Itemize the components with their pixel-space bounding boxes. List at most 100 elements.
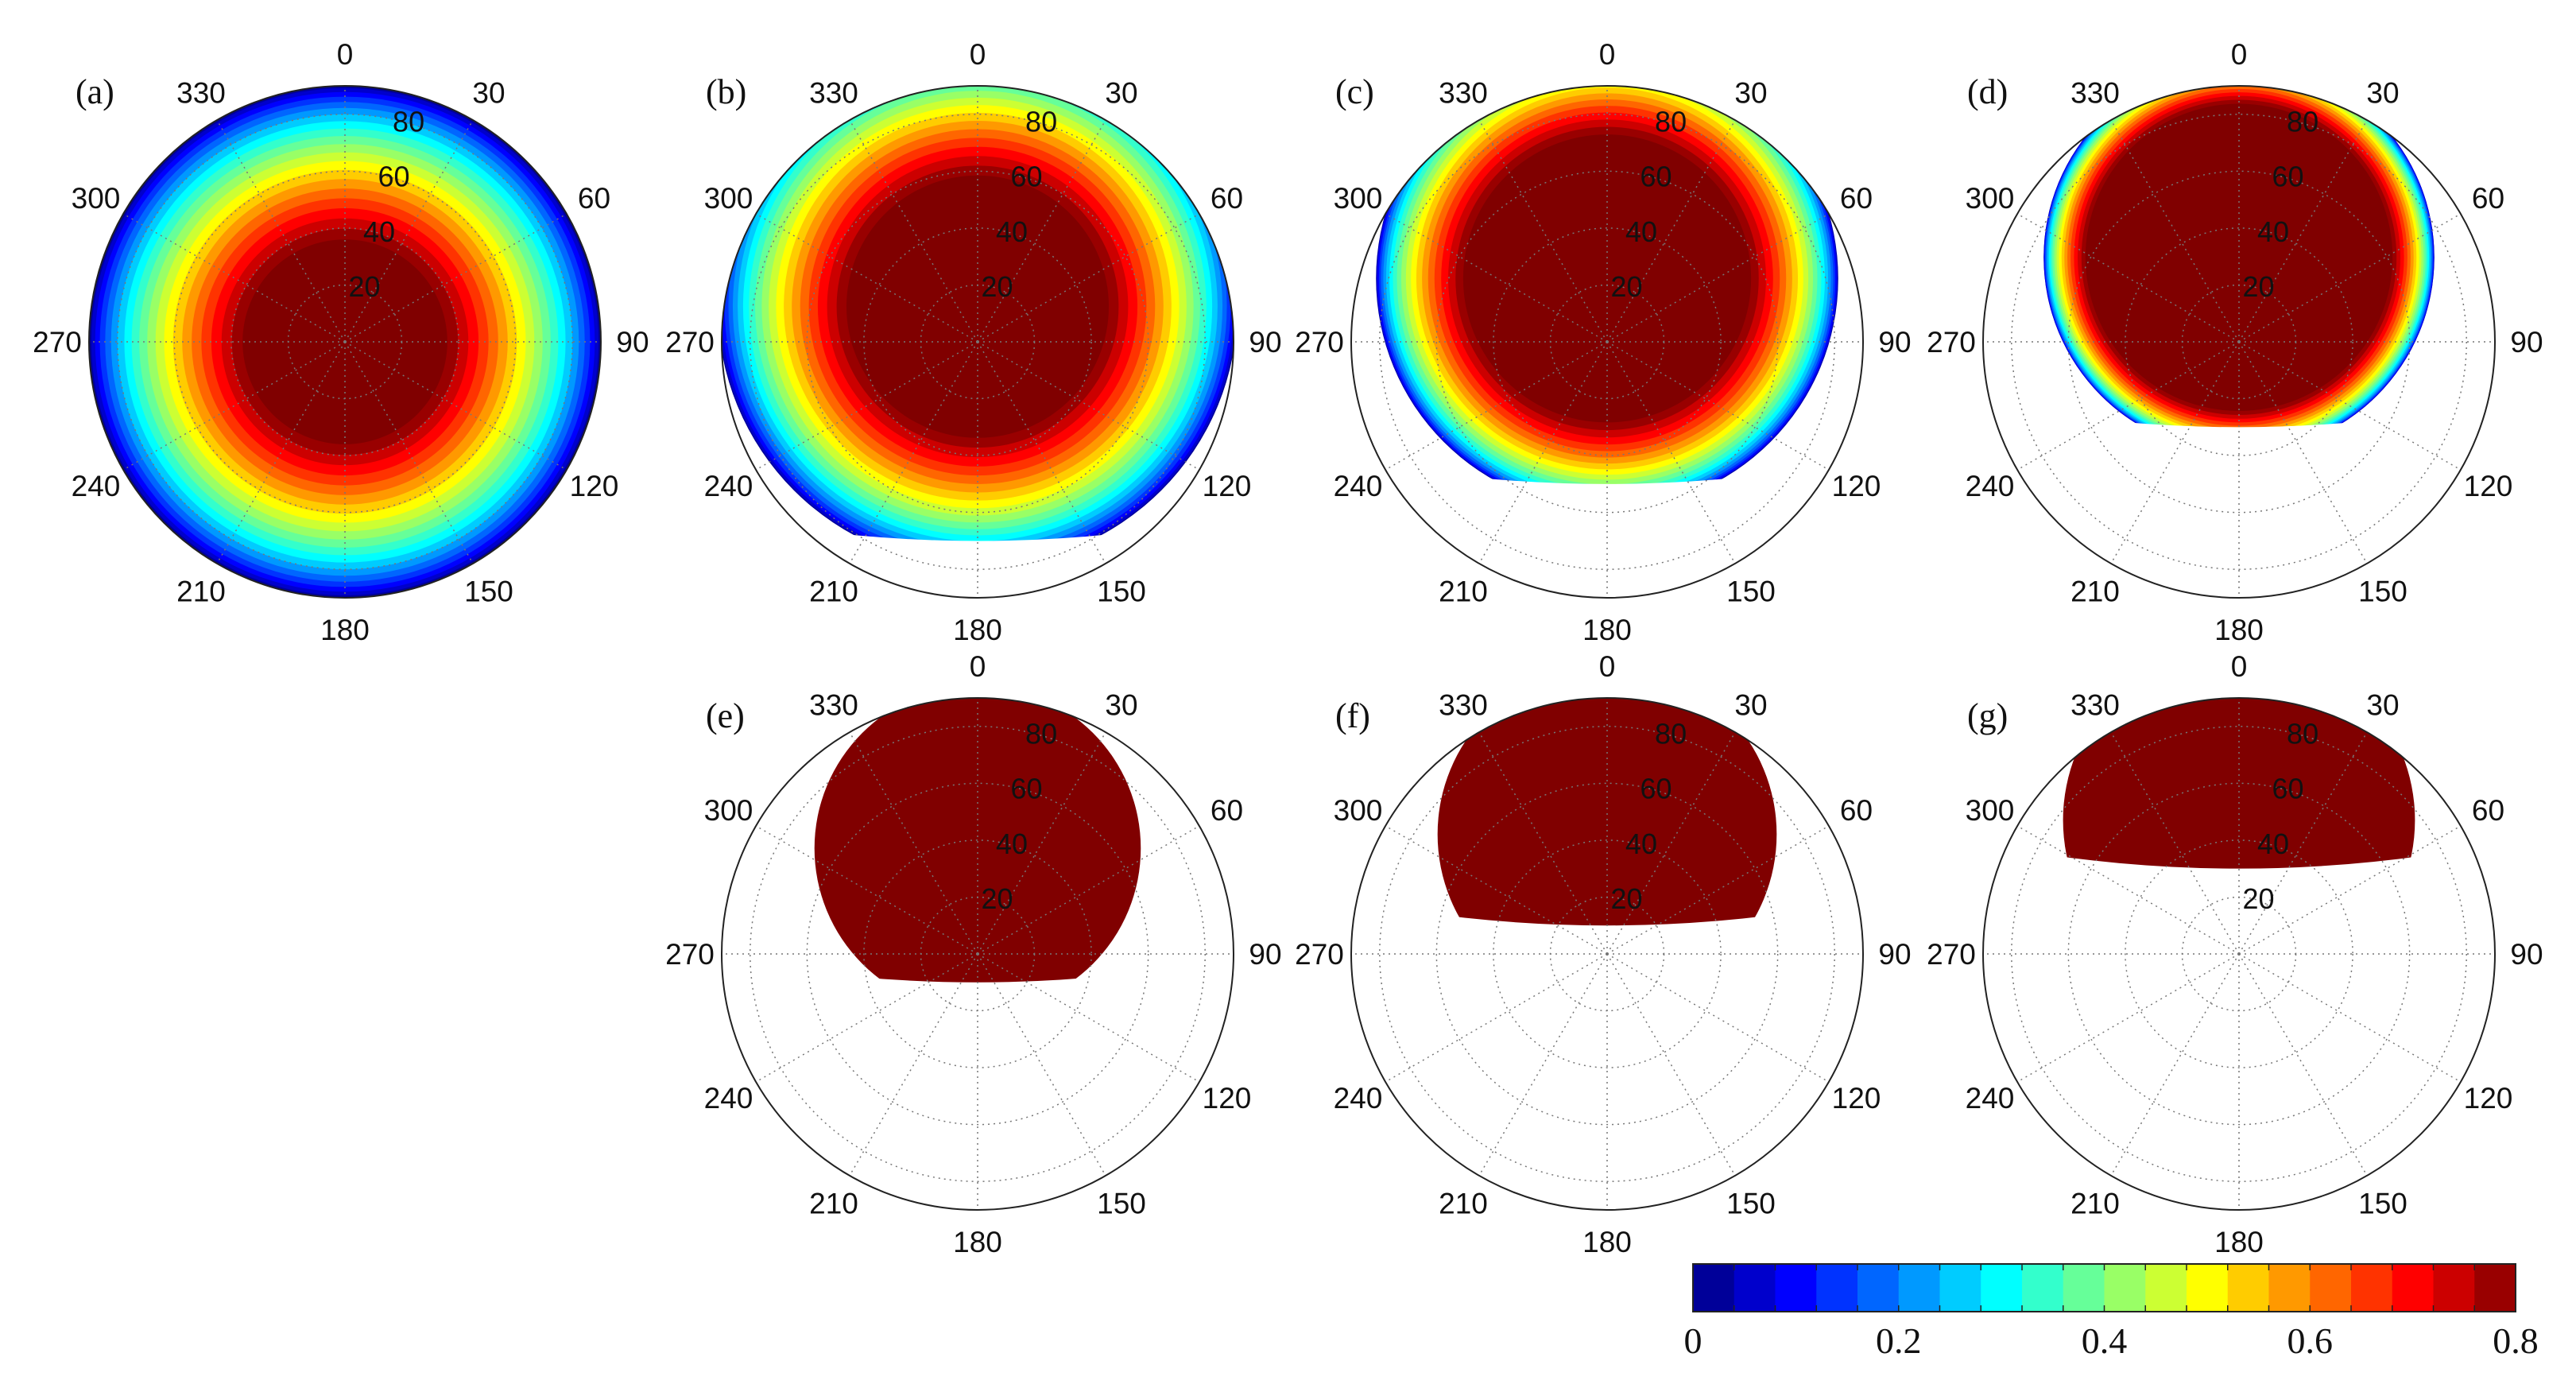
polar-grid <box>89 86 601 598</box>
radial-tick-label: 20 <box>348 270 380 303</box>
polar-grid <box>1351 86 1863 598</box>
grid-spoke <box>2016 341 2240 471</box>
grid-spoke <box>216 119 346 343</box>
colorbar-segment <box>1898 1264 1941 1312</box>
radial-tick-label: 40 <box>1625 828 1657 860</box>
grid-circle <box>2067 170 2411 514</box>
radial-tick-label: 80 <box>2287 718 2318 750</box>
angle-tick-label: 240 <box>1334 1082 1383 1115</box>
grid-spoke <box>755 341 978 471</box>
grid-spoke <box>1606 825 1830 955</box>
angle-tick-label: 330 <box>176 76 226 109</box>
radial-tick-label: 60 <box>1641 773 1672 805</box>
grid-circle <box>806 782 1149 1126</box>
radial-tick-label: 80 <box>1025 106 1057 138</box>
angle-tick-label: 300 <box>72 182 121 215</box>
grid-circle <box>2125 227 2353 456</box>
angle-tick-label: 240 <box>704 1082 753 1115</box>
angle-tick-label: 270 <box>665 938 715 971</box>
grid-spoke <box>1385 953 1608 1083</box>
polar-grid <box>722 86 1234 598</box>
contour-core <box>1437 694 1777 926</box>
angle-tick-label: 30 <box>1105 76 1137 109</box>
contour-core <box>814 694 1141 983</box>
grid-spoke <box>977 953 1200 1083</box>
colorbar-segment <box>2268 1264 2311 1312</box>
outer-circle <box>1350 85 1864 599</box>
contour-fill <box>1376 82 1838 484</box>
colorbar-segment <box>1857 1264 1900 1312</box>
angle-tick-label: 210 <box>809 576 858 608</box>
radial-tick-label: 20 <box>1610 882 1642 915</box>
grid-spoke <box>977 213 1200 343</box>
polar-panel: 0 30 60 90 120 150 180 210 240 270 300 330 20 40 60 80 (… <box>1295 650 1911 1258</box>
grid-circle <box>117 114 573 570</box>
grid-spoke <box>849 953 978 1177</box>
grid-spoke <box>2238 953 2462 1083</box>
angle-tick-label: 60 <box>2472 794 2504 827</box>
angle-tick-label: 210 <box>809 1188 858 1220</box>
radial-tick-label: 60 <box>1011 773 1043 805</box>
radial-tick-label: 20 <box>981 882 1013 915</box>
angle-tick-label: 30 <box>1734 688 1767 721</box>
colorbar-tick-label: 0.8 <box>2493 1320 2539 1361</box>
panel-label: (d) <box>1967 72 2008 111</box>
polar-grid <box>1351 698 1863 1210</box>
grid-spoke <box>1606 731 1736 955</box>
radial-tick-label: 40 <box>996 828 1028 860</box>
outer-circle <box>721 85 1234 599</box>
angle-tick-label: 270 <box>1295 326 1344 359</box>
radial-tick-label: 20 <box>981 270 1013 303</box>
radial-tick-label: 20 <box>2242 882 2274 915</box>
colorbar-segment <box>1775 1264 1817 1312</box>
grid-spoke <box>755 825 978 955</box>
angle-tick-label: 30 <box>2366 688 2399 721</box>
angle-tick-label: 0 <box>2231 650 2248 683</box>
angle-tick-label: 30 <box>1105 688 1137 721</box>
grid-spoke <box>1478 341 1608 564</box>
angle-tick-label: 210 <box>1439 1188 1488 1220</box>
polar-panel: 0 30 60 90 120 150 180 210 240 270 300 330 20 40 60 80 (… <box>33 38 649 646</box>
colorbar: 0 0.2 0.4 0.6 0.8 <box>1684 1263 2539 1361</box>
grid-spoke <box>344 213 567 343</box>
angle-tick-label: 270 <box>33 326 82 359</box>
radial-tick-label: 60 <box>1011 161 1043 193</box>
radial-tick-label: 20 <box>2242 270 2274 303</box>
grid-spoke <box>1478 119 1608 343</box>
radial-tick-label: 40 <box>1625 215 1657 248</box>
grid-circle <box>173 170 517 514</box>
angle-tick-label: 210 <box>176 576 226 608</box>
grid-spoke <box>2016 953 2240 1083</box>
angle-tick-label: 120 <box>2464 470 2513 502</box>
grid-circle <box>2011 114 2467 570</box>
panel-label: (f) <box>1335 696 1370 735</box>
angle-tick-label: 270 <box>1295 938 1344 971</box>
grid-circle <box>806 170 1149 514</box>
angle-tick-label: 90 <box>2510 326 2543 359</box>
grid-spoke <box>1385 825 1608 955</box>
radial-tick-label: 60 <box>2272 161 2304 193</box>
angle-tick-label: 60 <box>1840 794 1873 827</box>
grid-spoke <box>1606 341 1830 471</box>
angle-tick-label: 180 <box>2214 614 2264 646</box>
angle-tick-label: 90 <box>2510 938 2543 971</box>
angle-tick-label: 180 <box>2214 1226 2264 1258</box>
angle-tick-label: 0 <box>1599 38 1616 71</box>
grid-spoke <box>2110 341 2240 564</box>
polar-panel: 0 30 60 90 120 150 180 210 240 270 300 330 20 40 60 80 (… <box>1927 650 2543 1258</box>
grid-spoke <box>977 731 1106 955</box>
angle-tick-label: 210 <box>2070 1188 2120 1220</box>
angle-tick-label: 0 <box>970 38 986 71</box>
angle-tick-label: 300 <box>1334 182 1383 215</box>
contour-fill <box>814 694 1141 983</box>
grid-spoke <box>1478 731 1608 955</box>
angle-tick-label: 300 <box>1966 794 2015 827</box>
angle-tick-label: 90 <box>1249 938 1281 971</box>
colorbar-segment <box>1693 1264 1735 1312</box>
grid-spoke <box>2238 213 2462 343</box>
contour-core <box>1462 134 1752 423</box>
angle-tick-label: 150 <box>1097 1188 1146 1220</box>
grid-spoke <box>2238 731 2368 955</box>
grid-spoke <box>2016 213 2240 343</box>
radial-tick-label: 40 <box>2257 828 2289 860</box>
